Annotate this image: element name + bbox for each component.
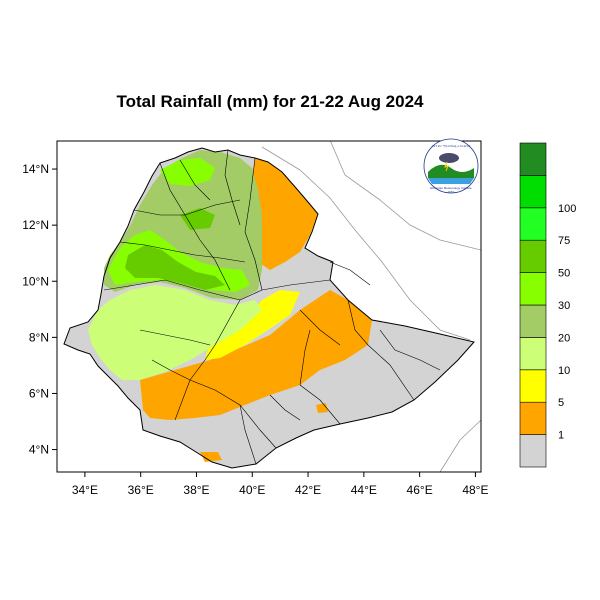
logo-water-icon	[428, 178, 474, 184]
neighbour-border-north	[329, 141, 481, 251]
logo-cloud-icon	[439, 153, 459, 163]
rain-area-1mm-north-east	[245, 158, 318, 270]
colorbar-label: 10	[558, 365, 570, 377]
colorbar-bin	[519, 337, 547, 371]
colorbar-bin	[519, 272, 547, 306]
institute-logo: ኢትዮጵያ ሚቲዎሮሎጂ ኢንስቲትዩት Ethiopian Meteorolo…	[423, 138, 479, 194]
coastline	[261, 146, 471, 341]
ethiopia-border	[63, 147, 475, 469]
colorbar-label: 5	[558, 397, 564, 409]
logo-bottom-text: Ethiopian Meteorology Institute	[430, 186, 472, 190]
logo-hills-icon	[428, 164, 474, 178]
x-tick-label: 40°E	[239, 483, 265, 497]
map-title: Total Rainfall (mm) for 21-22 Aug 2024	[116, 92, 424, 111]
colorbar-bin	[519, 401, 547, 435]
y-tick-label: 12°N	[22, 218, 49, 232]
colorbar-label: 20	[558, 332, 570, 344]
rain-area-10mm	[88, 285, 262, 380]
colorbar-bin	[519, 434, 547, 468]
colorbar-bin	[519, 369, 547, 403]
y-tick-label: 8°N	[29, 330, 49, 344]
rain-area-1mm-south	[140, 290, 372, 420]
y-tick-label: 10°N	[22, 274, 49, 288]
x-tick-label: 38°E	[183, 483, 209, 497]
colorbar-bin	[519, 175, 547, 209]
x-tick-label: 34°E	[72, 483, 98, 497]
neighbour-border-southeast	[439, 419, 481, 472]
rain-area-50mm	[125, 245, 225, 290]
colorbar-bin	[519, 239, 547, 273]
logo-top-text: ኢትዮጵያ ሚቲዎሮሎጂ ኢንስቲትዩት	[431, 144, 470, 148]
logo-lightning-icon	[444, 161, 449, 172]
x-tick-label: 36°E	[128, 483, 154, 497]
colorbar-label: 100	[558, 203, 576, 215]
rain-area-1mm-spot	[200, 452, 222, 462]
y-axis-ticks: 4°N 6°N 8°N 10°N 12°N 14°N	[22, 162, 57, 457]
x-tick-label: 46°E	[407, 483, 433, 497]
map-frame	[56, 140, 482, 473]
admin-boundaries	[103, 149, 441, 465]
colorbar-bin	[519, 207, 547, 241]
rain-area-5mm	[205, 290, 300, 360]
colorbar-label: 1	[558, 430, 564, 442]
x-axis-ticks: 34°E 36°E 38°E 40°E 42°E 44°E 46°E 48°E	[72, 472, 488, 497]
x-tick-label: 42°E	[295, 483, 321, 497]
logo-year-text: 1951	[448, 190, 455, 194]
x-tick-label: 44°E	[351, 483, 377, 497]
y-tick-label: 14°N	[22, 162, 49, 176]
map-area	[63, 141, 481, 472]
colorbar-bin	[519, 142, 547, 176]
colorbar-bin	[519, 304, 547, 338]
y-tick-label: 4°N	[29, 443, 49, 457]
colorbar-label: 75	[558, 235, 570, 247]
colorbar-label: 30	[558, 300, 570, 312]
colorbar: 1 5 10 20 30 50 75 100	[519, 142, 576, 468]
rain-area-1mm-spot-2	[316, 403, 328, 413]
colorbar-label: 50	[558, 268, 570, 280]
x-tick-label: 48°E	[462, 483, 488, 497]
y-tick-label: 6°N	[29, 386, 49, 400]
